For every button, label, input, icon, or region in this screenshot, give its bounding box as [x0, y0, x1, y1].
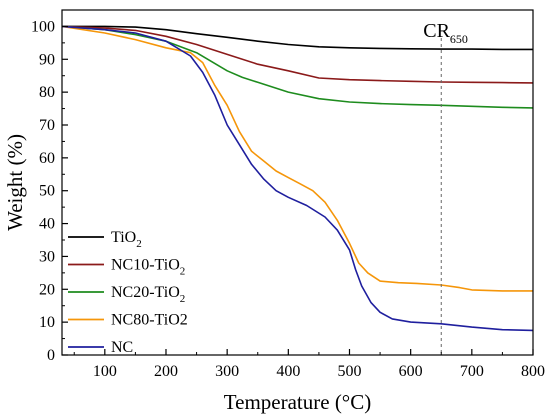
legend-label-subscript: 2 [180, 293, 186, 305]
annotation-layer: CR650 [423, 20, 468, 355]
y-tick-label: 0 [47, 347, 55, 364]
x-tick-label: 600 [399, 363, 423, 380]
y-axis-ticks: 0 10 20 30 40 50 60 70 80 90 100 [31, 18, 68, 364]
legend-label-main: NC80-TiO2 [111, 312, 188, 329]
cr650-label-main: CR [423, 20, 450, 42]
x-axis-title: Temperature (°C) [224, 390, 371, 414]
x-tick-label: 100 [93, 363, 117, 380]
y-tick-label: 10 [39, 314, 55, 331]
y-tick-label: 80 [39, 84, 55, 101]
series-line-3 [61, 25, 533, 292]
x-tick-label: 700 [460, 363, 484, 380]
x-axis-ticks: 100 200 300 400 500 600 700 800 [73, 349, 545, 380]
y-tick-label: 70 [39, 117, 55, 134]
legend-label-main: TiO [111, 229, 136, 246]
legend-label-subscript: 2 [180, 266, 186, 278]
legend-label-0: TiO2 [111, 229, 142, 250]
y-tick-label: 30 [39, 248, 55, 265]
x-tick-label: 800 [521, 363, 545, 380]
y-tick-label: 20 [39, 281, 55, 298]
x-tick-label: 500 [337, 363, 361, 380]
y-axis-title: Weight (%) [3, 134, 27, 231]
legend-label-subscript: 2 [136, 238, 142, 250]
legend-label-main: NC [111, 339, 133, 356]
series-line-1 [61, 25, 534, 84]
legend-label-4: NC [111, 339, 133, 356]
y-tick-label: 60 [39, 150, 55, 167]
cr650-label-subscript: 650 [450, 32, 468, 46]
legend-label-2: NC20-TiO2 [111, 284, 185, 305]
legend-label-1: NC10-TiO2 [111, 257, 185, 278]
x-tick-label: 200 [154, 363, 178, 380]
series-line-4 [61, 25, 534, 332]
x-tick-label: 400 [276, 363, 300, 380]
plot-frame [61, 9, 534, 356]
legend-label-main: NC20-TiO [111, 284, 180, 301]
y-tick-label: 50 [39, 183, 55, 200]
legend-label-3: NC80-TiO2 [111, 312, 188, 329]
series-line-0 [62, 25, 533, 51]
y-tick-label: 100 [31, 18, 55, 35]
x-tick-label: 300 [215, 363, 239, 380]
y-tick-label: 40 [39, 216, 55, 233]
cr650-label: CR650 [423, 20, 468, 46]
y-tick-label: 90 [39, 51, 55, 68]
legend-label-main: NC10-TiO [111, 257, 180, 274]
plot-lines [61, 25, 534, 332]
